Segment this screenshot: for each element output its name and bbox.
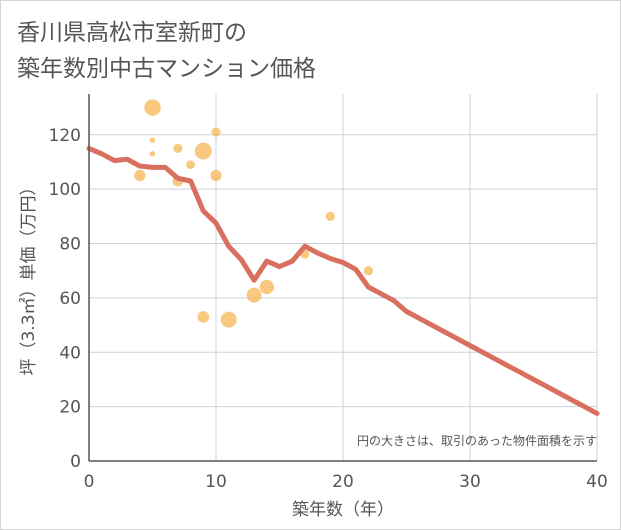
- chart-title-line-1: 香川県高松市室新町の: [17, 20, 247, 46]
- scatter-bubble-6: [134, 169, 146, 182]
- scatter-bubble-12: [246, 287, 262, 303]
- scatter-bubble-7: [194, 142, 212, 160]
- grid-layer: [89, 94, 598, 461]
- y-tick-label-120: 120: [49, 126, 81, 146]
- scatter-bubble-13: [259, 279, 274, 295]
- scatter-bubble-11: [220, 311, 237, 328]
- x-tick-label-0: 0: [84, 472, 95, 492]
- y-tick-label-40: 40: [59, 343, 81, 363]
- x-tick-label-20: 20: [332, 472, 354, 492]
- chart-title: 香川県高松市室新町の 築年数別中古マンション価格: [17, 15, 316, 87]
- y-tick-label-80: 80: [59, 235, 81, 255]
- x-axis-label: 築年数（年）: [292, 500, 394, 520]
- size-legend-note: 円の大きさは、取引のあった物件面積を示す: [357, 433, 597, 448]
- scatter-bubble-1: [149, 137, 156, 143]
- x-tick-label-10: 10: [205, 472, 227, 492]
- scatter-bubble-15: [325, 211, 335, 221]
- scatter-bubble-2: [149, 151, 156, 157]
- scatter-bubble-9: [210, 169, 222, 182]
- scatter-bubble-3: [173, 143, 183, 153]
- x-tick-label-30: 30: [459, 472, 481, 492]
- scatter-bubble-0: [144, 99, 161, 116]
- axis-layer: 0 10 20 30 40 0 20 40 60 80 100 120: [49, 94, 608, 492]
- scatter-bubble-10: [197, 311, 210, 323]
- chart-title-line-2: 築年数別中古マンション価格: [17, 56, 316, 82]
- scatter-bubble-8: [211, 127, 221, 137]
- bubble-layer: [134, 99, 373, 328]
- y-tick-label-0: 0: [70, 452, 81, 472]
- y-axis-label: 坪（3.3㎡）単価（万円）: [19, 178, 39, 375]
- scatter-bubble-16: [363, 266, 373, 276]
- y-tick-label-60: 60: [59, 289, 81, 309]
- x-tick-label-40: 40: [586, 472, 608, 492]
- scatter-bubble-4: [186, 160, 195, 170]
- average-price-line: [86, 145, 600, 416]
- y-tick-label-20: 20: [59, 398, 81, 418]
- y-tick-label-100: 100: [49, 180, 81, 200]
- line-layer: [86, 145, 600, 416]
